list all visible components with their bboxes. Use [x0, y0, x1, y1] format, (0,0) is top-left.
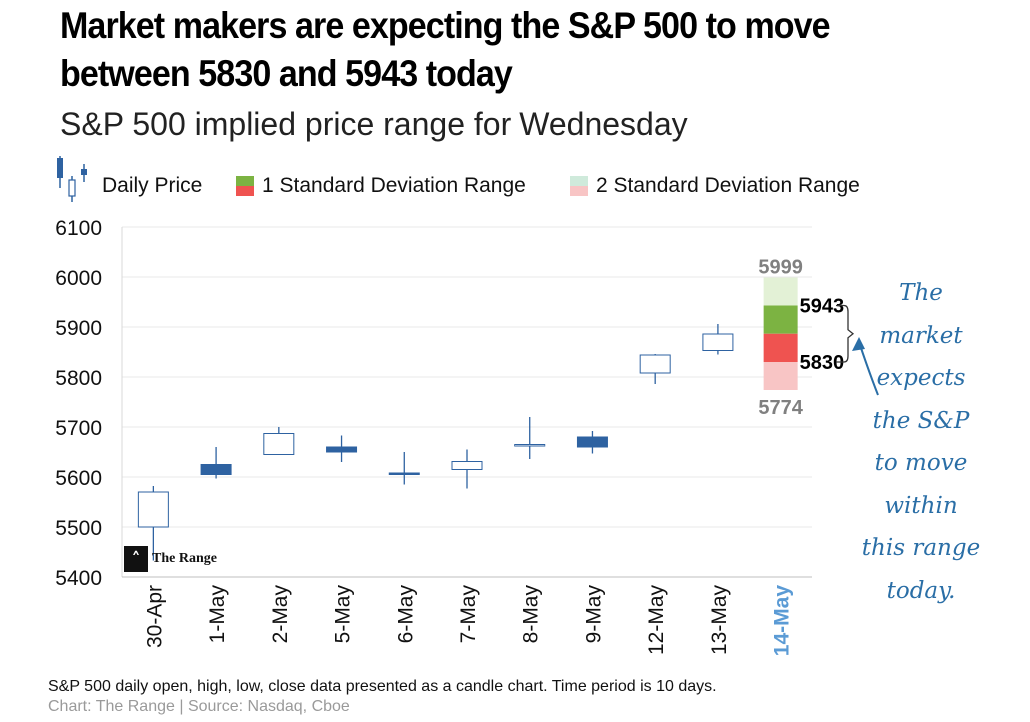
chart-subtitle: S&P 500 implied price range for Wednesday: [60, 106, 688, 143]
label-upper-2sd: 5999: [758, 257, 803, 279]
candle-body: [514, 444, 546, 447]
legend-1sd-swatch-up: [236, 176, 254, 186]
annotation-line: expects: [876, 365, 966, 391]
candle-body: [263, 433, 295, 455]
gridlines: [122, 226, 812, 528]
x-tick-label: 6-May: [394, 585, 417, 644]
annotation-line: market: [879, 322, 963, 349]
range-2sd-lower: [763, 362, 798, 390]
label-lower-2sd: 5774: [758, 397, 803, 419]
candles: [137, 324, 734, 561]
candle-body: [200, 464, 232, 475]
y-tick-label: 5700: [55, 417, 102, 440]
y-tick-label: 6000: [55, 267, 102, 290]
axes: 5400 5500 5600 5700 5800 5900 6000 6100 30-Apr 1-…: [55, 217, 812, 656]
y-tick-label: 5900: [55, 317, 102, 340]
range-1sd-upper: [763, 305, 798, 334]
footer-note: S&P 500 daily open, high, low, close dat…: [48, 678, 717, 695]
footer-source: Chart: The Range | Source: Nasdaq, Cboe: [48, 698, 350, 715]
legend-daily-price-label: Daily Price: [102, 174, 202, 197]
label-lower-1sd: 5830: [800, 352, 845, 374]
x-tick-label: 30-Apr: [143, 585, 166, 648]
legend-2sd-label: 2 Standard Deviation Range: [596, 174, 860, 197]
annotation-line: today.: [886, 577, 956, 604]
chart-title: Market makers are expecting the S&P 500 …: [60, 5, 831, 94]
candle-body: [137, 491, 169, 528]
x-tick-label: 7-May: [457, 585, 480, 644]
x-tick-label: 12-May: [645, 585, 668, 656]
x-tick-label: 9-May: [582, 585, 605, 644]
label-upper-1sd: 5943: [800, 296, 845, 318]
legend-2sd-swatch-down: [570, 186, 588, 196]
range-bracket: [836, 304, 879, 396]
candlestick-chart: Daily Price 1 Standard Deviation Range 2…: [55, 156, 879, 656]
candle-body: [639, 354, 671, 374]
legend-2sd-swatch-up: [570, 176, 588, 186]
range-bars: 5999 5943 5830 5774: [758, 257, 844, 420]
subtitle-text: S&P 500 implied price range for: [60, 106, 512, 142]
x-tick-label: 2-May: [269, 585, 292, 644]
logo-mark-icon: ˄: [124, 546, 148, 572]
range-brace: [836, 304, 855, 363]
legend-1sd-swatch-down: [236, 186, 254, 196]
legend: Daily Price 1 Standard Deviation Range 2…: [57, 156, 860, 202]
x-tick-label: 14-May: [771, 585, 794, 657]
x-tick-label: 5-May: [332, 585, 355, 644]
legend-1sd-label: 1 Standard Deviation Range: [262, 174, 526, 197]
y-tick-label: 5800: [55, 367, 102, 390]
x-tick-label: 1-May: [206, 585, 229, 644]
annotation-line: to move: [874, 450, 968, 476]
annotation-line: The: [899, 280, 943, 306]
annotation-line: this range: [861, 535, 981, 561]
candle-body: [451, 461, 483, 470]
annotation-text: The market expects the S&P to move withi…: [846, 272, 996, 612]
annotation-arrowhead: [852, 337, 865, 351]
candle-body: [326, 446, 358, 453]
range-1sd-lower: [763, 333, 798, 362]
logo-text: The Range: [152, 551, 217, 566]
y-tick-label: 5600: [55, 467, 102, 490]
candle-body: [388, 472, 420, 475]
subtitle-day: Wednesday: [519, 106, 688, 142]
candle-body: [576, 436, 608, 448]
y-tick-label: 5400: [55, 567, 102, 590]
annotation-line: the S&P: [872, 407, 970, 434]
x-tick-label: 13-May: [708, 585, 731, 656]
the-range-logo: ˄ The Range: [124, 546, 217, 572]
y-tick-label: 6100: [55, 217, 102, 240]
range-2sd-upper: [763, 277, 798, 306]
candle-body: [702, 333, 734, 351]
annotation-line: within: [884, 492, 958, 519]
legend-daily-price-icon: [57, 156, 87, 202]
x-tick-label: 8-May: [520, 585, 543, 644]
y-tick-label: 5500: [55, 517, 102, 540]
